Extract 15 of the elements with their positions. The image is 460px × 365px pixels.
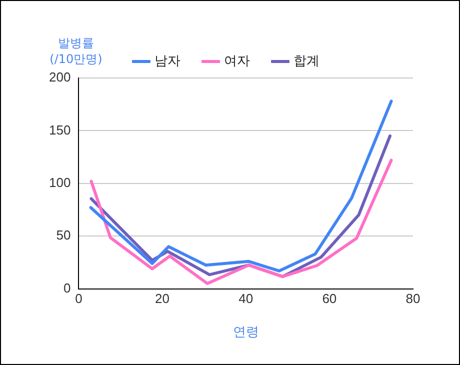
legend-label: 합계 — [293, 54, 320, 69]
y-tick-label: 200 — [48, 70, 71, 85]
legend-label: 남자 — [154, 54, 180, 69]
x-tick-label: 80 — [406, 291, 420, 306]
x-tick-label: 20 — [155, 291, 170, 306]
y-axis-title: 발병률 (/10만명) — [48, 35, 104, 67]
x-tick-label: 60 — [322, 291, 337, 306]
y-tick-label: 50 — [56, 228, 71, 243]
y-tick-label: 0 — [63, 280, 71, 296]
x-tick-label: 0 — [75, 291, 82, 306]
x-axis-title: 연령 — [232, 324, 259, 339]
x-tick-label: 40 — [238, 291, 254, 306]
legend-label: 여자 — [224, 54, 250, 69]
y-tick-label: 100 — [48, 174, 71, 190]
y-tick-label: 150 — [48, 122, 71, 138]
